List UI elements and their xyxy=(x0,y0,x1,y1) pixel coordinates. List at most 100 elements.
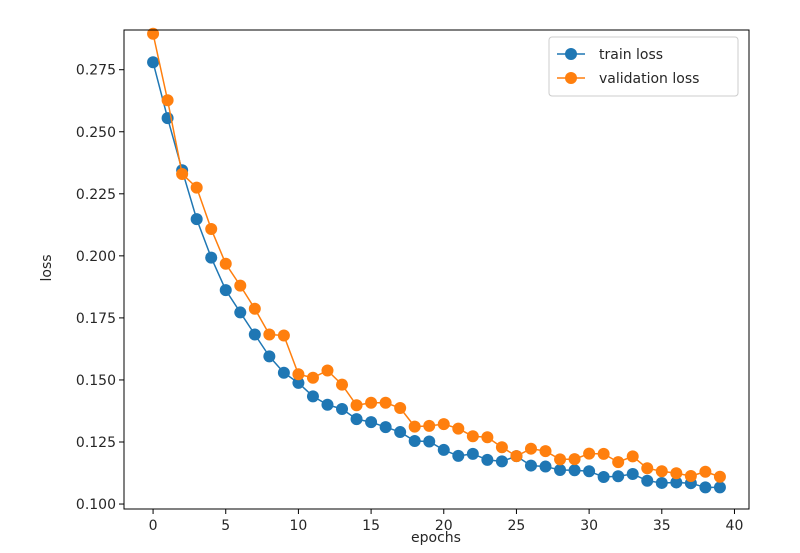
validation-loss-point xyxy=(379,396,392,409)
train-loss-point xyxy=(583,465,596,478)
validation-loss-point xyxy=(713,470,726,483)
validation-loss-point xyxy=(524,442,537,455)
train-loss-line xyxy=(152,62,720,489)
validation-loss-point xyxy=(684,469,697,482)
train-loss-point xyxy=(466,447,479,460)
validation-loss-point xyxy=(641,462,654,475)
validation-loss-point xyxy=(670,467,683,480)
train-loss-point xyxy=(321,398,334,411)
y-tick-label: 0.275 xyxy=(76,63,116,79)
x-tick-label: 10 xyxy=(290,518,308,534)
validation-loss-point xyxy=(277,329,290,342)
train-loss-point xyxy=(597,470,610,483)
y-tick-label: 0.150 xyxy=(76,373,116,389)
legend: train loss validation loss xyxy=(548,36,739,97)
train-loss-point xyxy=(365,416,378,429)
train-loss-point xyxy=(408,434,421,447)
x-axis: 0 5 10 15 20 25 30 35 40 xyxy=(149,509,744,534)
legend-train-label: train loss xyxy=(599,47,663,63)
train-loss-point xyxy=(437,443,450,456)
train-loss-point xyxy=(481,453,494,466)
validation-loss-point xyxy=(626,450,639,463)
validation-loss-point xyxy=(437,418,450,431)
validation-loss-point xyxy=(205,223,218,236)
validation-loss-point xyxy=(147,27,160,40)
axes-frame xyxy=(123,29,750,510)
x-tick-label: 25 xyxy=(508,518,526,534)
y-tick-label: 0.100 xyxy=(76,497,116,513)
validation-loss-point xyxy=(495,441,508,454)
train-loss-point xyxy=(452,449,465,462)
validation-loss-point xyxy=(263,328,276,341)
validation-loss-point xyxy=(336,378,349,391)
train-loss-point xyxy=(219,284,232,297)
x-tick-label: 15 xyxy=(362,518,380,534)
train-loss-point xyxy=(655,476,668,489)
train-loss-point xyxy=(713,481,726,494)
validation-loss-point xyxy=(597,447,610,460)
y-tick-label: 0.200 xyxy=(76,249,116,265)
train-loss-point xyxy=(248,328,261,341)
x-tick-label: 0 xyxy=(149,518,158,534)
y-axis-label: loss xyxy=(39,254,55,281)
train-loss-point xyxy=(350,413,363,426)
plot-area xyxy=(147,27,726,494)
validation-loss-point xyxy=(554,453,567,466)
train-loss-point xyxy=(554,464,567,477)
validation-loss-point xyxy=(539,445,552,458)
validation-loss-point xyxy=(365,396,378,409)
train-loss-point xyxy=(379,421,392,434)
validation-loss-point xyxy=(394,401,407,414)
train-loss-point xyxy=(147,56,160,69)
train-loss-point xyxy=(626,468,639,481)
x-axis-label: epochs xyxy=(411,530,461,546)
y-tick-label: 0.250 xyxy=(76,125,116,141)
legend-train-marker xyxy=(565,48,577,60)
y-tick-label: 0.225 xyxy=(76,187,116,203)
validation-loss-point xyxy=(510,450,523,463)
train-loss-point xyxy=(612,470,625,483)
validation-loss-point xyxy=(234,279,247,292)
validation-loss-point xyxy=(655,465,668,478)
validation-loss-point xyxy=(248,302,261,315)
train-loss-point xyxy=(568,464,581,477)
validation-loss-point xyxy=(161,94,174,107)
train-loss-point xyxy=(699,481,712,494)
train-loss-point xyxy=(423,435,436,448)
validation-loss-point xyxy=(306,371,319,384)
validation-loss-point xyxy=(219,257,232,270)
train-loss-point xyxy=(539,460,552,473)
legend-validation-marker xyxy=(565,72,577,84)
validation-loss-point xyxy=(583,447,596,460)
y-tick-label: 0.125 xyxy=(76,435,116,451)
validation-loss-point xyxy=(452,422,465,435)
train-loss-point xyxy=(292,376,305,389)
train-loss-point xyxy=(234,306,247,319)
validation-loss-point xyxy=(612,456,625,469)
validation-loss-point xyxy=(423,419,436,432)
train-loss-point xyxy=(306,390,319,403)
legend-validation-label: validation loss xyxy=(599,71,699,87)
validation-loss-point xyxy=(699,465,712,478)
train-loss-point xyxy=(336,402,349,415)
x-tick-label: 20 xyxy=(435,518,453,534)
validation-loss-point xyxy=(190,181,203,194)
validation-loss-point xyxy=(321,364,334,377)
x-tick-label: 5 xyxy=(221,518,230,534)
train-loss-point xyxy=(263,350,276,363)
legend-box xyxy=(548,36,739,97)
train-loss-point xyxy=(394,426,407,439)
validation-loss-line xyxy=(152,33,721,478)
series-validation-loss xyxy=(147,27,726,483)
train-loss-point xyxy=(205,251,218,264)
validation-loss-point xyxy=(292,368,305,381)
validation-loss-point xyxy=(408,420,421,433)
train-loss-point xyxy=(670,476,683,489)
y-tick-label: 0.175 xyxy=(76,311,116,327)
validation-loss-point xyxy=(481,431,494,444)
validation-loss-point xyxy=(350,399,363,412)
train-loss-point xyxy=(641,474,654,487)
x-tick-label: 35 xyxy=(653,518,671,534)
x-tick-label: 40 xyxy=(726,518,744,534)
